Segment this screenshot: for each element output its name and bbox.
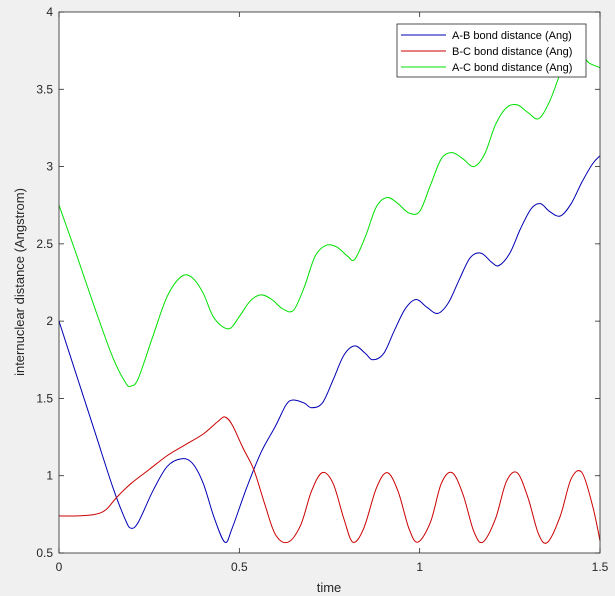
series-line-b-c (58, 416, 601, 544)
legend-entry-b-c: B-C bond distance (Ang) (401, 46, 572, 58)
series-line-a-c (58, 53, 601, 388)
y-tick-label: 3 (46, 160, 53, 174)
x-tick-label: 1 (416, 560, 423, 574)
series-line-a-b (58, 155, 601, 543)
legend-entry-a-c: A-C bond distance (Ang) (401, 62, 572, 74)
legend-entry-a-b: A-B bond distance (Ang) (401, 30, 572, 42)
y-tick-label: 0.5 (36, 546, 53, 560)
y-tick-label: 4 (46, 5, 53, 19)
y-axis-label: internuclear distance (Angstrom) (12, 188, 27, 376)
y-tick-label: 1 (46, 469, 53, 483)
legend-label-a-c: A-C bond distance (Ang) (452, 62, 572, 74)
x-tick-label: 1.5 (592, 560, 609, 574)
x-tick-label: 0 (56, 560, 63, 574)
x-axis-label: time (317, 580, 342, 595)
axes-background (59, 12, 600, 553)
axes-box (58, 11, 601, 554)
y-tick-label: 1.5 (36, 391, 53, 405)
series-layer (58, 53, 601, 544)
y-tick-label: 2.5 (36, 237, 53, 251)
ticks-layer: 0 0.5 1 1.50.511.522.533.54 (36, 5, 608, 574)
legend-label-b-c: B-C bond distance (Ang) (452, 46, 572, 58)
y-tick-label: 3.5 (36, 82, 53, 96)
legend-label-a-b: A-B bond distance (Ang) (452, 30, 572, 42)
legend: A-B bond distance (Ang) B-C bond distanc… (396, 23, 587, 78)
x-tick-label: 0.5 (231, 560, 248, 574)
y-tick-label: 2 (46, 314, 53, 328)
